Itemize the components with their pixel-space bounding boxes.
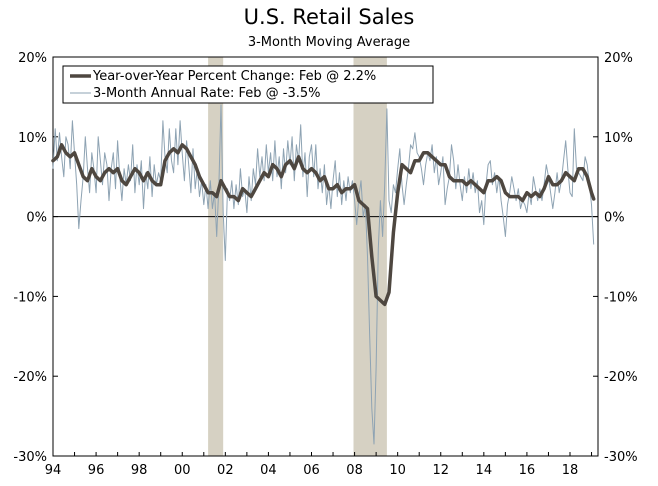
y-tick-label-right: -20%: [604, 370, 638, 385]
y-tick-label-left: -10%: [13, 290, 47, 305]
chart-title: U.S. Retail Sales: [244, 5, 415, 29]
chart-subtitle: 3-Month Moving Average: [248, 35, 410, 50]
legend-label-yoy: Year-over-Year Percent Change: Feb @ 2.2…: [92, 69, 376, 84]
plot-frame: [52, 56, 599, 457]
x-tick-label: 14: [476, 463, 493, 478]
y-tick-label-right: -30%: [604, 450, 638, 465]
x-tick-label: 18: [562, 463, 579, 478]
y-tick-label-left: 0%: [26, 211, 47, 226]
series-line-annual-rate: [52, 104, 595, 445]
x-tick-label: 06: [303, 463, 320, 478]
x-tick-label: 98: [131, 463, 148, 478]
x-tick-label: 96: [88, 463, 105, 478]
x-tick-label: 94: [45, 463, 62, 478]
legend-label-annual-rate: 3-Month Annual Rate: Feb @ -3.5%: [93, 86, 320, 101]
axes: [52, 56, 599, 457]
y-tick-label-right: 0%: [604, 211, 625, 226]
legend-box: [62, 65, 434, 104]
x-tick-label: 16: [519, 463, 536, 478]
legend: Year-over-Year Percent Change: Feb @ 2.2…: [62, 65, 434, 104]
x-tick-label: 10: [389, 463, 406, 478]
x-tick-label: 04: [260, 463, 277, 478]
x-tick-label: 00: [174, 463, 191, 478]
y-tick-label-left: -20%: [13, 370, 47, 385]
y-tick-label-right: 20%: [604, 51, 633, 66]
y-tick-label-left: -30%: [13, 450, 47, 465]
data-series: [51, 104, 596, 445]
series-line-yoy: [51, 143, 596, 307]
y-tick-label-left: 20%: [18, 51, 47, 66]
x-tick-label: 02: [217, 463, 234, 478]
y-tick-label-left: 10%: [18, 131, 47, 146]
y-tick-label-right: -10%: [604, 290, 638, 305]
x-tick-label: 08: [346, 463, 363, 478]
x-tick-label: 12: [432, 463, 449, 478]
y-tick-label-right: 10%: [604, 131, 633, 146]
tick-labels: 20% 20% 10% 10% 0% 0% -10% -10% -20% -20% -30% -30%…: [13, 51, 637, 478]
recession-bands: [208, 57, 387, 456]
